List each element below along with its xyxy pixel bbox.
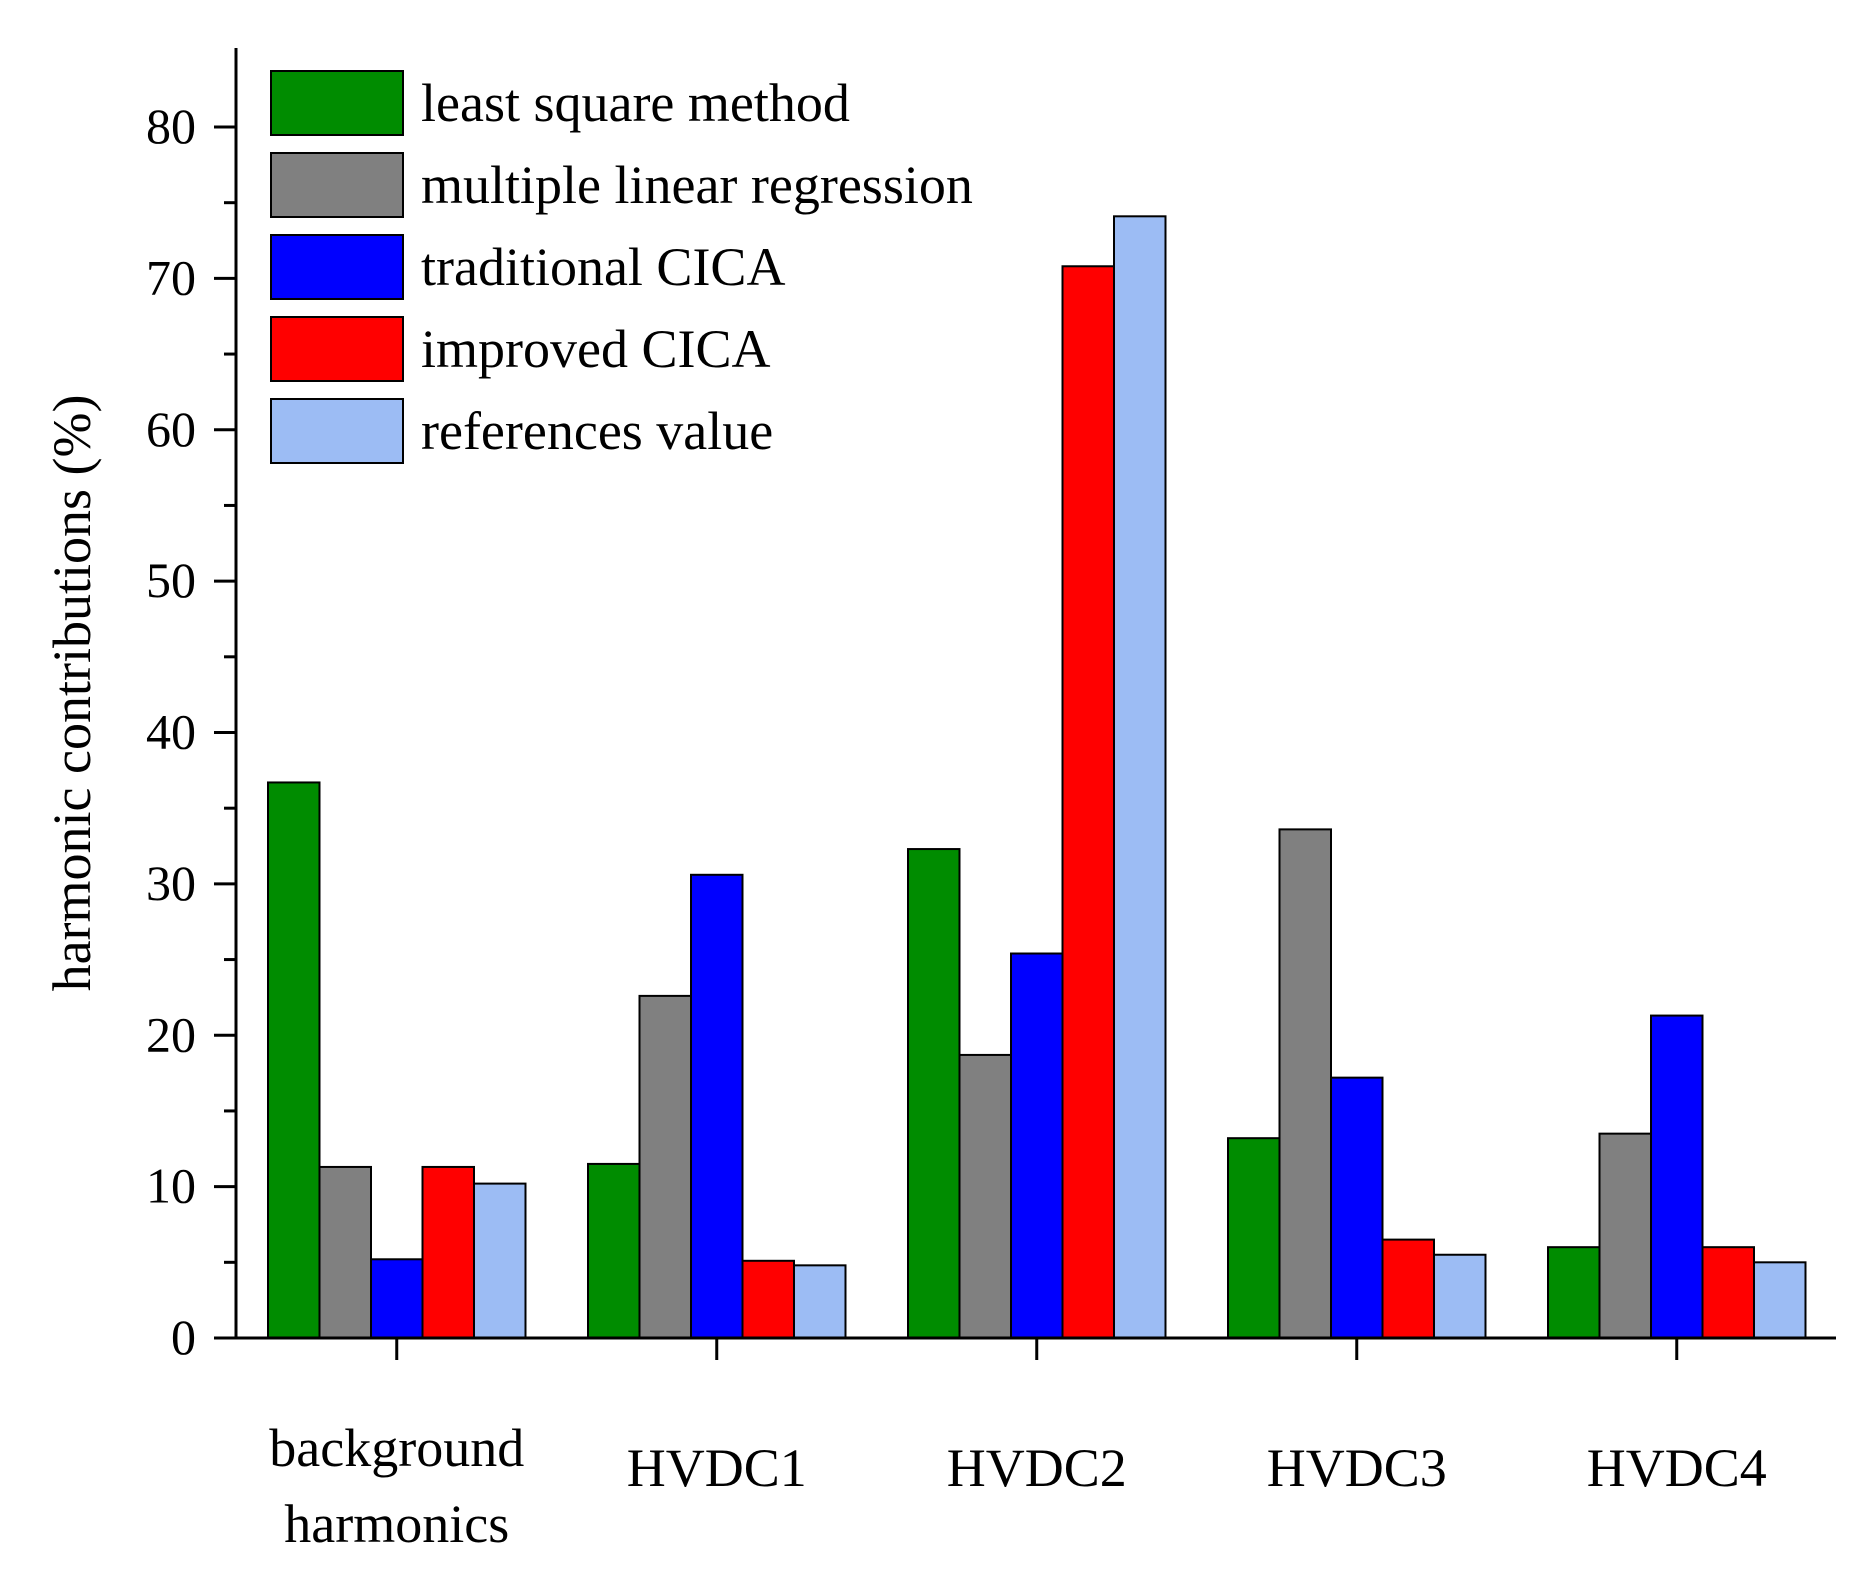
- bar-multiple-linear-regression-1: [638, 994, 692, 1340]
- y-tick-label: 70: [146, 249, 196, 305]
- y-tick-label: 0: [171, 1309, 196, 1365]
- bar-least-square-method-3: [1227, 1137, 1281, 1340]
- y-tick-label: 60: [146, 401, 196, 457]
- bar-traditional-cica-1: [690, 873, 744, 1339]
- bar-improved-cica-4: [1701, 1246, 1755, 1340]
- bar-multiple-linear-regression-0: [318, 1165, 372, 1340]
- bar-least-square-method-0: [267, 781, 321, 1339]
- legend-swatch: [270, 234, 404, 300]
- bar-improved-cica-1: [741, 1259, 795, 1339]
- legend-label: traditional CICA: [421, 237, 785, 297]
- x-category-label: HVDC3: [1267, 1438, 1447, 1498]
- bar-improved-cica-2: [1061, 265, 1115, 1339]
- y-tick-label: 80: [146, 98, 196, 154]
- legend-label: least square method: [421, 73, 850, 133]
- bar-least-square-method-4: [1547, 1246, 1601, 1340]
- bar-improved-cica-0: [421, 1165, 475, 1340]
- legend: least square method multiple linear regre…: [270, 70, 973, 464]
- bar-improved-cica-3: [1381, 1238, 1435, 1339]
- legend-swatch: [270, 70, 404, 136]
- legend-swatch: [270, 398, 404, 464]
- legend-swatch: [270, 152, 404, 218]
- y-tick-label: 40: [146, 704, 196, 760]
- y-tick-label: 20: [146, 1006, 196, 1062]
- bar-multiple-linear-regression-3: [1278, 828, 1332, 1339]
- legend-label: improved CICA: [421, 319, 770, 379]
- bar-traditional-cica-4: [1650, 1014, 1704, 1339]
- bar-references-value-2: [1113, 215, 1167, 1339]
- bar-multiple-linear-regression-4: [1598, 1132, 1652, 1340]
- legend-swatch: [270, 316, 404, 382]
- y-tick-label: 30: [146, 855, 196, 911]
- bar-least-square-method-2: [907, 848, 961, 1340]
- y-axis-title: harmonic contributions (%): [42, 395, 102, 992]
- x-category-label: harmonics: [284, 1494, 509, 1554]
- legend-label: references value: [421, 401, 773, 461]
- axes-layer: [214, 48, 1836, 1340]
- x-category-label: HVDC1: [627, 1438, 807, 1498]
- bar-least-square-method-1: [587, 1162, 641, 1339]
- bar-references-value-0: [473, 1182, 527, 1340]
- x-category-label: HVDC2: [947, 1438, 1127, 1498]
- y-tick-label: 50: [146, 552, 196, 608]
- x-category-label: HVDC4: [1587, 1438, 1767, 1498]
- bar-multiple-linear-regression-2: [958, 1053, 1012, 1339]
- x-category-label: background: [269, 1418, 524, 1478]
- bar-traditional-cica-0: [370, 1258, 424, 1340]
- y-ticks: 0 10 20 30 40 50 60 70 80: [146, 98, 236, 1365]
- x-ticks: background harmonics HVDC1 HVDC2 HVDC3 HVDC4: [269, 1338, 1767, 1554]
- bar-references-value-4: [1753, 1261, 1807, 1339]
- legend-label: multiple linear regression: [421, 155, 973, 215]
- bars-layer: [267, 215, 1807, 1340]
- bar-references-value-1: [793, 1264, 847, 1339]
- bar-traditional-cica-2: [1010, 952, 1064, 1339]
- y-tick-label: 10: [146, 1158, 196, 1214]
- bar-references-value-3: [1433, 1253, 1487, 1340]
- bar-traditional-cica-3: [1330, 1076, 1384, 1339]
